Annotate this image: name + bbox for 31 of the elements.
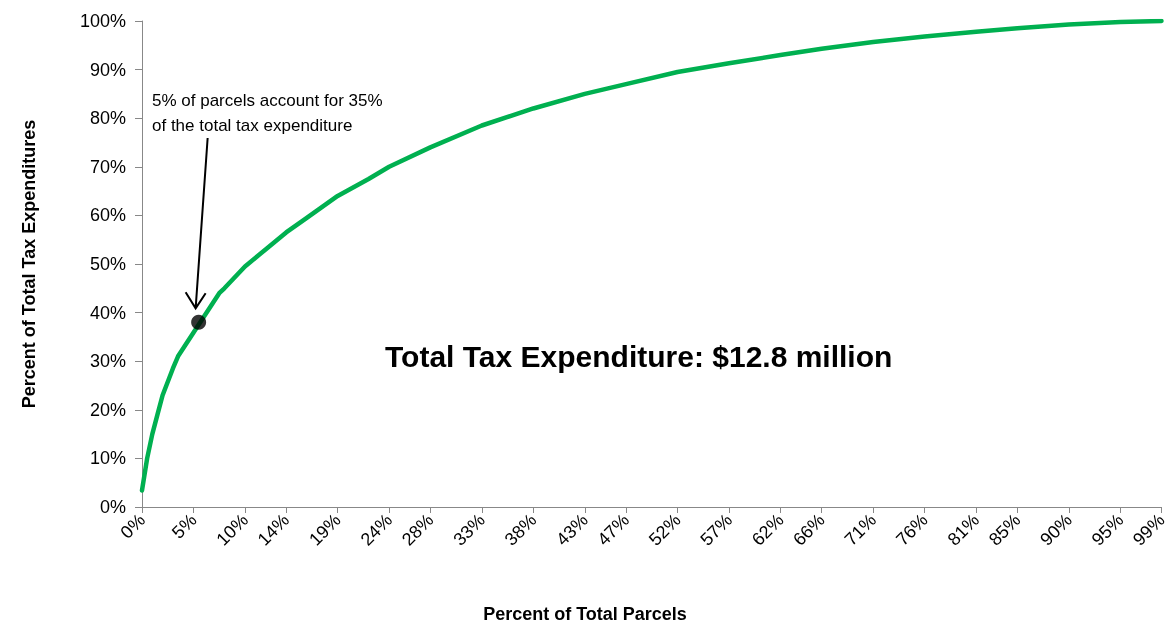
x-tick-label: 99%: [1128, 509, 1169, 550]
y-tick-label: 90%: [89, 59, 126, 80]
x-tick-label: 95%: [1087, 509, 1128, 550]
x-tick-label: 57%: [696, 509, 737, 550]
annotation: Total Tax Expenditure: $12.8 million: [385, 339, 893, 373]
x-tick-label: 5%: [168, 509, 201, 543]
x-tick-label: 85%: [984, 509, 1025, 550]
x-axis-title: Percent of Total Parcels: [483, 604, 687, 624]
line-series: [139, 18, 1164, 493]
y-tick-label: 100%: [79, 11, 126, 31]
y-tick-label: 70%: [89, 156, 126, 177]
x-tick-label: 81%: [943, 509, 984, 550]
x-tick-label: 33%: [449, 509, 489, 550]
x-tick-label: 52%: [644, 509, 685, 550]
x-tick-label: 90%: [1036, 509, 1076, 550]
y-tick-label: 30%: [89, 351, 126, 372]
annotation: 5% of parcels account for 35% of the total tax expenditure: [152, 91, 383, 135]
x-tick-label: 76%: [892, 509, 932, 550]
x-tick-label: 47%: [593, 509, 634, 550]
y-tick-label: 10%: [89, 448, 126, 469]
y-tick-label: 40%: [89, 302, 126, 323]
y-tick-label: 60%: [89, 205, 126, 226]
y-tick-label: 50%: [89, 254, 126, 274]
x-tick-label: 38%: [500, 509, 541, 550]
x-tick-label: 71%: [840, 509, 881, 550]
x-tick-label: 66%: [789, 509, 829, 550]
y-axis-title: Percent of Total Tax Expenditures: [19, 119, 39, 409]
x-tick-label: 62%: [747, 509, 788, 550]
y-tick-label: 80%: [89, 108, 126, 129]
x-tick-label: 43%: [552, 509, 592, 550]
y-tick-label: 20%: [89, 399, 126, 420]
